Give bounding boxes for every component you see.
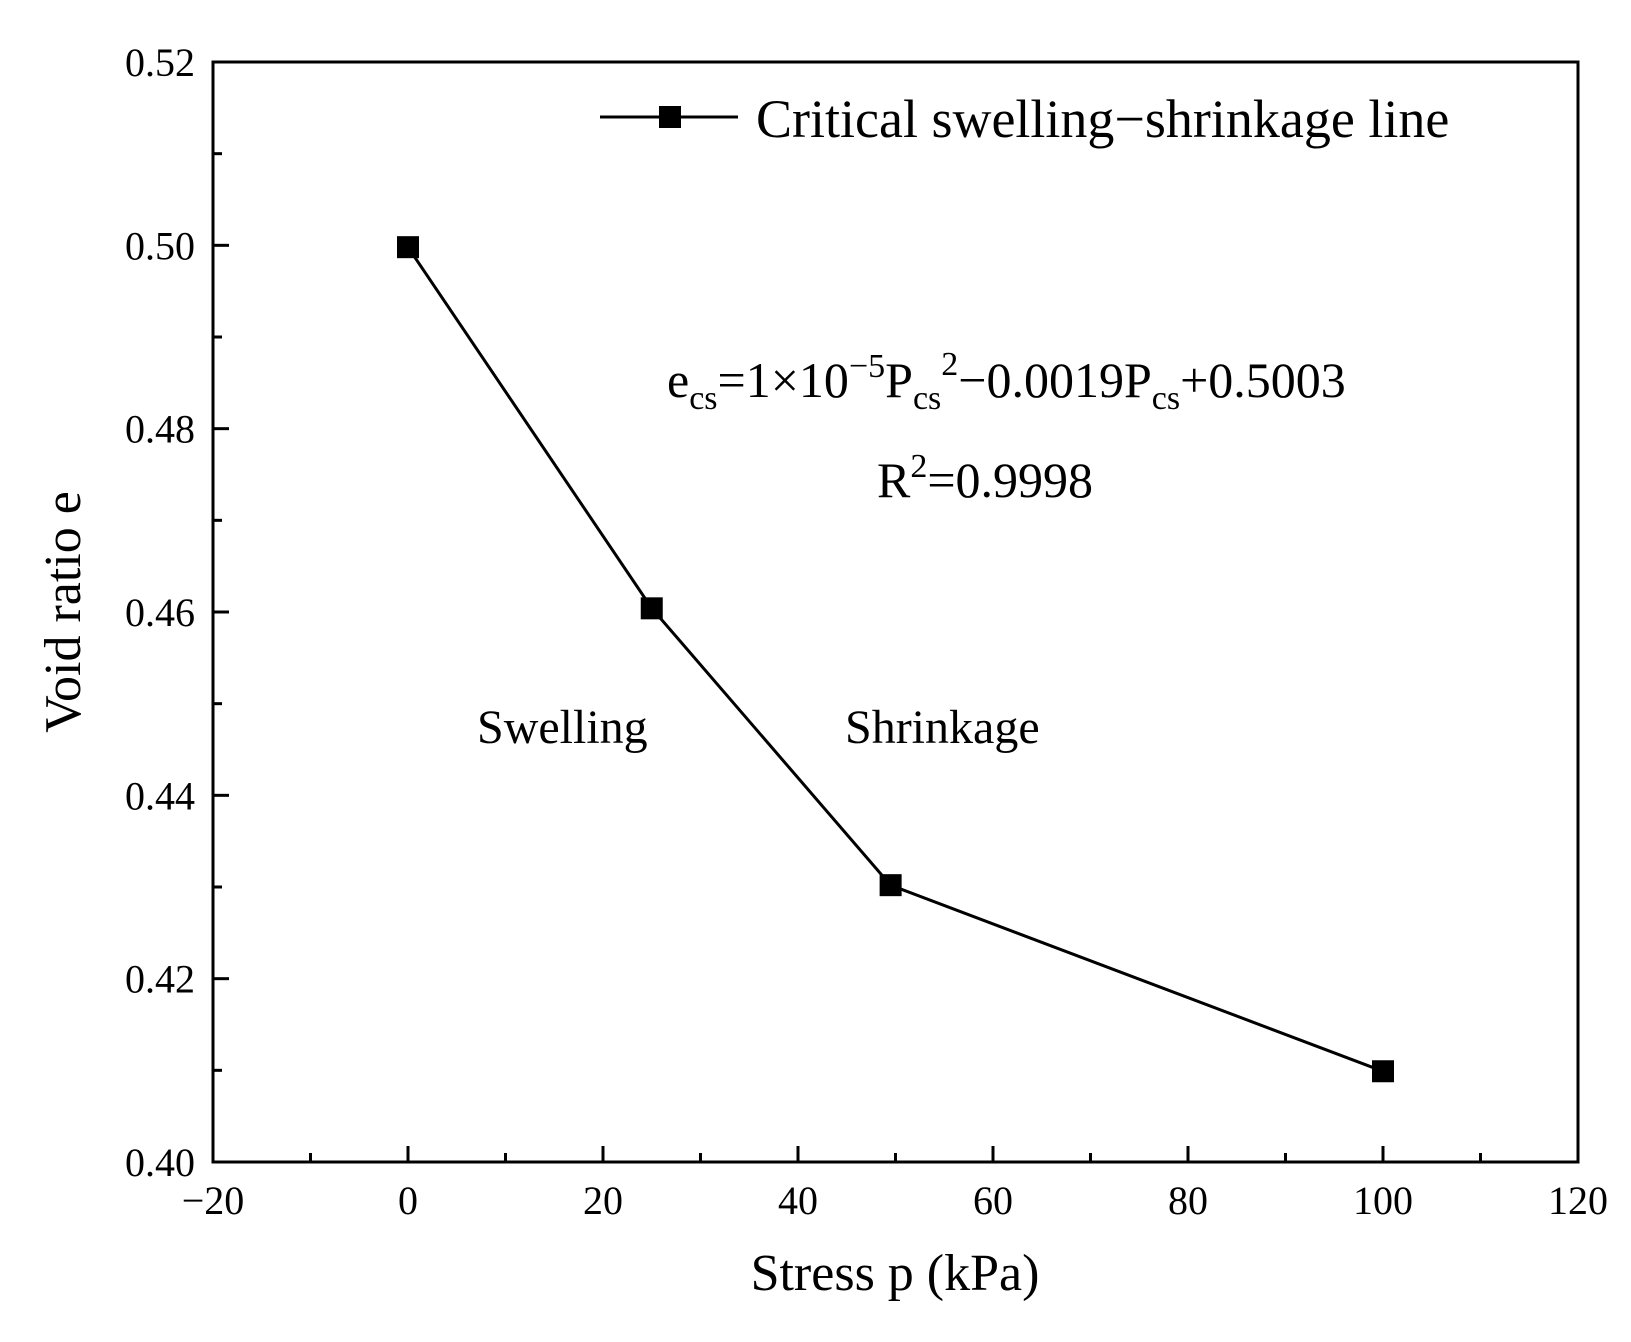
eq-exp: −5 — [849, 348, 885, 385]
data-point — [1372, 1060, 1394, 1083]
eq-e: e — [667, 352, 689, 408]
eq-part2: −0.0019P — [958, 352, 1152, 408]
fit-equation: ecs=1×10−5Pcs2−0.0019Pcs+0.5003 — [667, 346, 1346, 417]
x-tick-label: 120 — [1548, 1178, 1608, 1223]
data-point — [879, 874, 902, 897]
x-axis-title: Stress p (kPa) — [751, 1245, 1040, 1302]
legend-marker — [659, 106, 681, 128]
eq-p1-sup: 2 — [941, 346, 958, 383]
y-tick-label: 0.48 — [125, 407, 195, 452]
y-tick-label: 0.52 — [125, 40, 195, 85]
y-axis-ticks: 0.40 0.42 0.44 0.46 0.48 0.50 0.52 — [125, 40, 229, 1185]
region-label-swelling: Swelling — [477, 701, 648, 754]
r2-r: R — [877, 452, 911, 508]
x-tick-label: 100 — [1353, 1178, 1413, 1223]
data-point — [640, 597, 663, 620]
y-tick-label: 0.46 — [125, 590, 195, 635]
x-tick-label: 0 — [398, 1178, 418, 1223]
plot-frame — [211, 60, 1580, 1164]
series-line — [406, 246, 1384, 1073]
r2-value: =0.9998 — [927, 452, 1093, 508]
y-tick-label: 0.42 — [125, 957, 195, 1002]
series-layer — [397, 236, 1394, 1083]
x-tick-label: 40 — [778, 1178, 818, 1223]
y-tick-label: 0.44 — [125, 773, 195, 818]
eq-p1-sub: cs — [913, 380, 941, 417]
region-label-shrinkage: Shrinkage — [845, 701, 1040, 754]
eq-part3: +0.5003 — [1180, 352, 1346, 408]
x-tick-label: 60 — [973, 1178, 1013, 1223]
x-axis-ticks: −20 0 20 40 60 80 100 120 — [182, 1146, 1608, 1223]
x-tick-label: −20 — [182, 1178, 245, 1223]
data-point — [397, 236, 419, 259]
y-axis-title: Void ratio e — [35, 491, 92, 733]
y-tick-label: 0.40 — [125, 1140, 195, 1185]
eq-p2-sub: cs — [1152, 380, 1180, 417]
eq-e-sub: cs — [689, 380, 717, 417]
r-squared: R2=0.9998 — [877, 448, 1093, 508]
legend: Critical swelling−shrinkage line — [600, 89, 1449, 149]
eq-part1: =1×10 — [718, 352, 849, 408]
x-tick-label: 20 — [583, 1178, 623, 1223]
y-tick-label: 0.50 — [125, 223, 195, 268]
r2-sup: 2 — [910, 448, 927, 485]
legend-label: Critical swelling−shrinkage line — [756, 89, 1449, 149]
x-tick-label: 80 — [1168, 1178, 1208, 1223]
eq-p1: P — [885, 352, 913, 408]
